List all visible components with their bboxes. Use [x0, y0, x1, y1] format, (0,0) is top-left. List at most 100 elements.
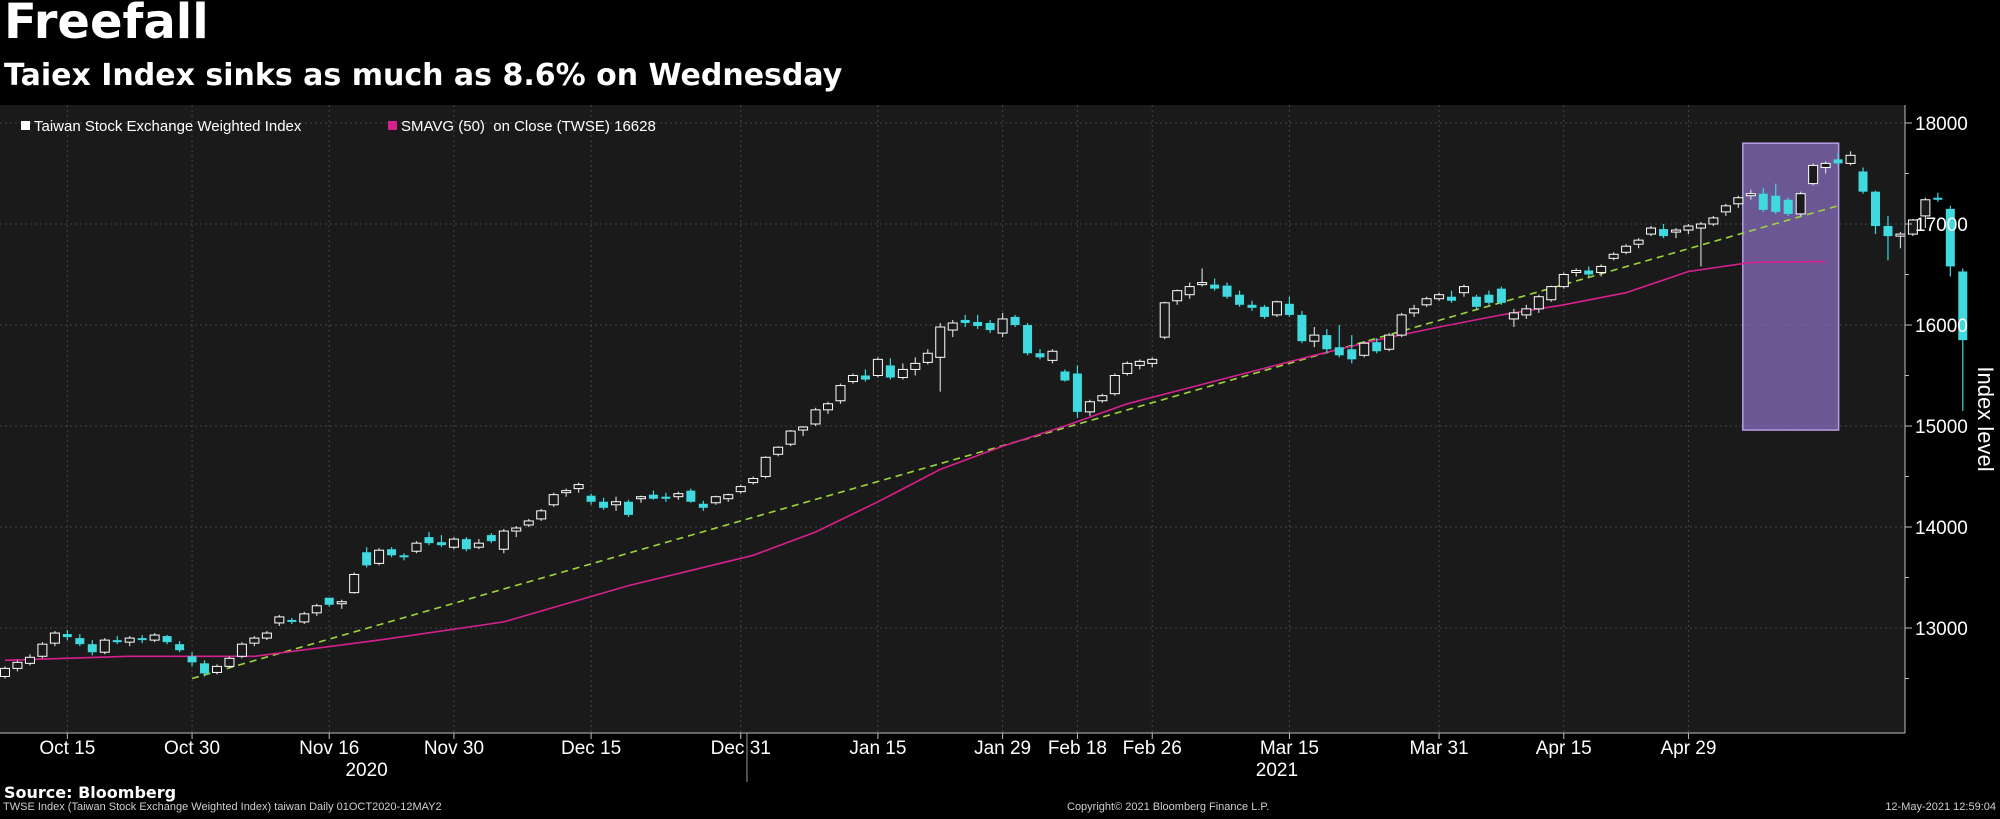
- candle-body-down: [698, 503, 708, 508]
- candle: [1035, 349, 1045, 360]
- candle-body-up: [835, 385, 846, 402]
- candle: [1010, 314, 1020, 328]
- candle: [336, 599, 347, 609]
- candle-body-down: [1484, 294, 1494, 303]
- candle-body-up: [872, 358, 883, 376]
- candle-body-up: [1608, 253, 1619, 259]
- candle-body-down: [586, 495, 596, 502]
- candle: [1521, 304, 1532, 319]
- candle-body-up: [536, 510, 547, 520]
- candle-body-down: [686, 490, 696, 502]
- candle-body-down: [1297, 314, 1307, 342]
- candle-body-down: [1783, 199, 1793, 214]
- candle-body-down: [624, 501, 633, 515]
- candle: [1210, 278, 1220, 291]
- candle: [1920, 197, 1931, 229]
- candle: [99, 638, 110, 655]
- candle: [448, 537, 459, 550]
- candle-body-down: [75, 638, 85, 645]
- candle-body-up: [1134, 360, 1145, 366]
- candle: [785, 430, 796, 447]
- candle-body-down: [648, 494, 658, 499]
- candle: [461, 537, 471, 552]
- candle: [1458, 284, 1469, 297]
- candle-body-down: [1322, 335, 1332, 350]
- candle: [1122, 361, 1133, 376]
- candle-body-down: [436, 542, 446, 546]
- candle: [62, 630, 72, 641]
- candle-body-down: [424, 537, 434, 544]
- candle: [1508, 308, 1519, 328]
- candle-body-down: [1060, 371, 1070, 381]
- candle-body-down: [973, 321, 983, 327]
- x-year-label: 2021: [1256, 760, 1298, 781]
- candle-body-up: [1147, 358, 1158, 364]
- candle: [1297, 310, 1307, 344]
- y-tick-label: 15000: [1915, 417, 1968, 438]
- candle-body-down: [661, 496, 671, 499]
- candle-body-down: [200, 663, 210, 674]
- candle-body-up: [1309, 334, 1320, 342]
- candle: [823, 401, 834, 414]
- candle: [1708, 215, 1719, 227]
- candle: [947, 319, 958, 338]
- candle-body-down: [1372, 342, 1382, 352]
- candle: [49, 631, 60, 647]
- candle-body-up: [1159, 302, 1170, 338]
- candle: [960, 314, 970, 328]
- y-axis-label: Index level: [1973, 366, 1998, 471]
- candle-body-up: [897, 368, 908, 379]
- candle: [773, 446, 784, 457]
- candle: [1533, 294, 1544, 313]
- x-tick-label: Feb 26: [1123, 738, 1182, 759]
- candle-body-down: [1858, 171, 1868, 192]
- candle: [810, 407, 821, 426]
- candle: [1808, 163, 1819, 186]
- candle-body-up: [673, 493, 684, 498]
- candle: [648, 490, 658, 500]
- candle-body-up: [349, 573, 360, 594]
- candle: [548, 492, 559, 507]
- candle-body-down: [1010, 316, 1020, 325]
- candle: [324, 597, 334, 607]
- candle-body-up: [1695, 223, 1706, 229]
- candle: [910, 357, 921, 376]
- candle-body-up: [1820, 162, 1831, 168]
- candle: [87, 640, 97, 656]
- candle: [211, 664, 222, 675]
- candle: [1309, 327, 1320, 348]
- candle-body-up: [0, 667, 10, 677]
- candle-body-up: [947, 322, 958, 331]
- candle: [1745, 189, 1756, 200]
- candle: [686, 488, 696, 503]
- candle: [1060, 369, 1070, 382]
- candle: [1184, 282, 1195, 299]
- candle: [200, 660, 210, 677]
- candle: [611, 496, 622, 511]
- x-tick-label: Dec 31: [711, 738, 771, 759]
- candle: [599, 497, 609, 510]
- candle-body-up: [99, 639, 110, 653]
- candle: [387, 547, 397, 558]
- candle: [1421, 296, 1432, 307]
- candle: [1670, 228, 1681, 239]
- candle: [1384, 333, 1395, 352]
- candle: [1023, 322, 1033, 356]
- x-tick-label: Nov 30: [424, 738, 484, 759]
- candle: [187, 652, 197, 667]
- candle-body-up: [723, 494, 734, 500]
- candle-body-up: [1596, 265, 1607, 273]
- candle-body-down: [162, 636, 172, 643]
- candle-body-up: [299, 613, 310, 623]
- candle-body-down: [1259, 306, 1269, 317]
- x-axis: Oct 15 Oct 30 Nov 16 Nov 30 Dec 15 Dec 31 Jan …: [39, 733, 1716, 781]
- candle-body-up: [1109, 375, 1120, 395]
- x-tick-label: Apr 29: [1660, 738, 1716, 759]
- candle: [1833, 153, 1843, 166]
- candle-body-down: [1958, 271, 1968, 341]
- candle: [374, 548, 385, 566]
- candle-body-up: [561, 490, 572, 494]
- candle: [1322, 329, 1332, 354]
- candle-body-up: [12, 661, 23, 669]
